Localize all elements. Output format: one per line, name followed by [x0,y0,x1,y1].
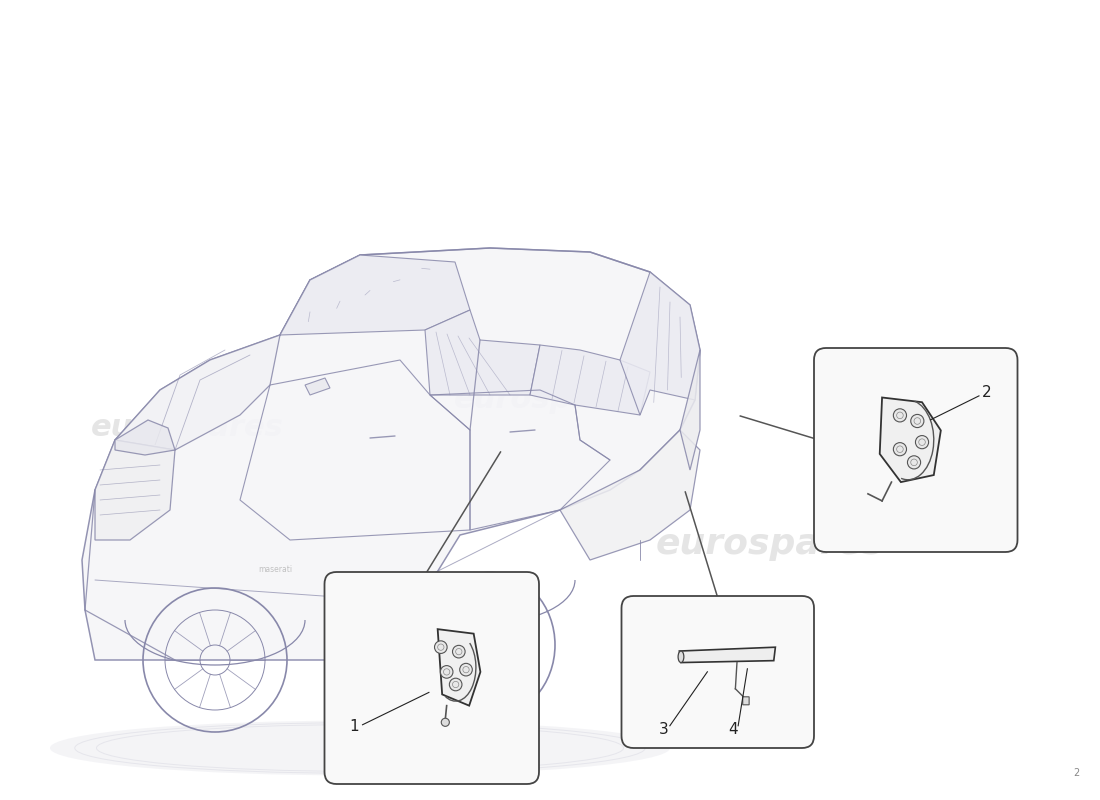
Polygon shape [560,430,700,560]
Text: 2: 2 [982,386,992,400]
Circle shape [908,456,921,469]
Circle shape [441,718,450,726]
FancyBboxPatch shape [324,572,539,784]
Text: 4: 4 [728,722,738,738]
Circle shape [452,646,465,658]
Polygon shape [680,647,775,662]
Polygon shape [305,378,330,395]
FancyBboxPatch shape [742,697,749,705]
Polygon shape [116,335,280,450]
Polygon shape [880,398,940,482]
FancyBboxPatch shape [814,348,1018,552]
Polygon shape [620,272,700,415]
Circle shape [434,641,447,654]
Text: 1: 1 [350,719,360,734]
Polygon shape [530,345,650,415]
Polygon shape [425,310,540,395]
Circle shape [893,442,906,456]
Ellipse shape [50,721,670,775]
Text: 3: 3 [659,722,669,738]
Text: maserati: maserati [257,566,293,574]
Text: eurospares: eurospares [90,414,284,442]
Circle shape [440,666,453,678]
Polygon shape [438,629,481,706]
Circle shape [893,409,906,422]
Polygon shape [680,350,700,470]
Polygon shape [280,255,470,335]
Text: eurospares: eurospares [656,527,884,561]
Polygon shape [82,248,700,660]
Text: eurospares: eurospares [453,386,647,414]
Circle shape [911,414,924,427]
Circle shape [915,435,928,449]
FancyBboxPatch shape [621,596,814,748]
Circle shape [450,678,462,690]
Ellipse shape [678,651,684,662]
Polygon shape [116,420,175,455]
Text: 2: 2 [1074,768,1080,778]
Circle shape [460,663,472,676]
Polygon shape [95,440,175,540]
